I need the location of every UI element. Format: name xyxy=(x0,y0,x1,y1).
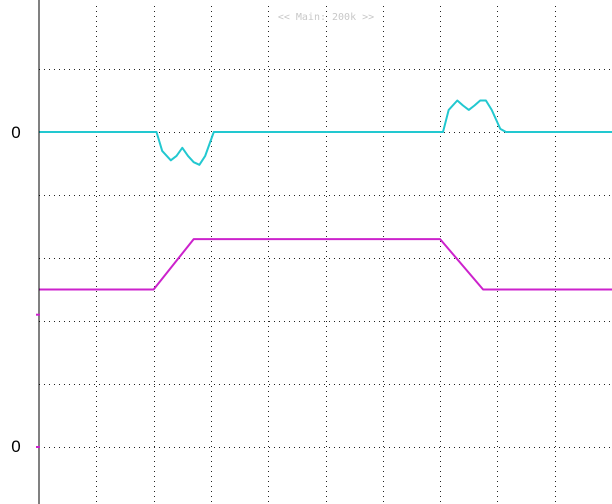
channel-marker-ticks xyxy=(36,313,40,448)
timebase-label: << Main: 200k >> xyxy=(278,12,374,23)
grid xyxy=(39,6,612,504)
ch1-trace xyxy=(39,99,612,166)
ch2-trace xyxy=(39,238,612,291)
ch2-zero-marker: 0 xyxy=(11,437,20,456)
traces xyxy=(39,99,612,291)
ch1-zero-marker: 0 xyxy=(11,123,20,142)
